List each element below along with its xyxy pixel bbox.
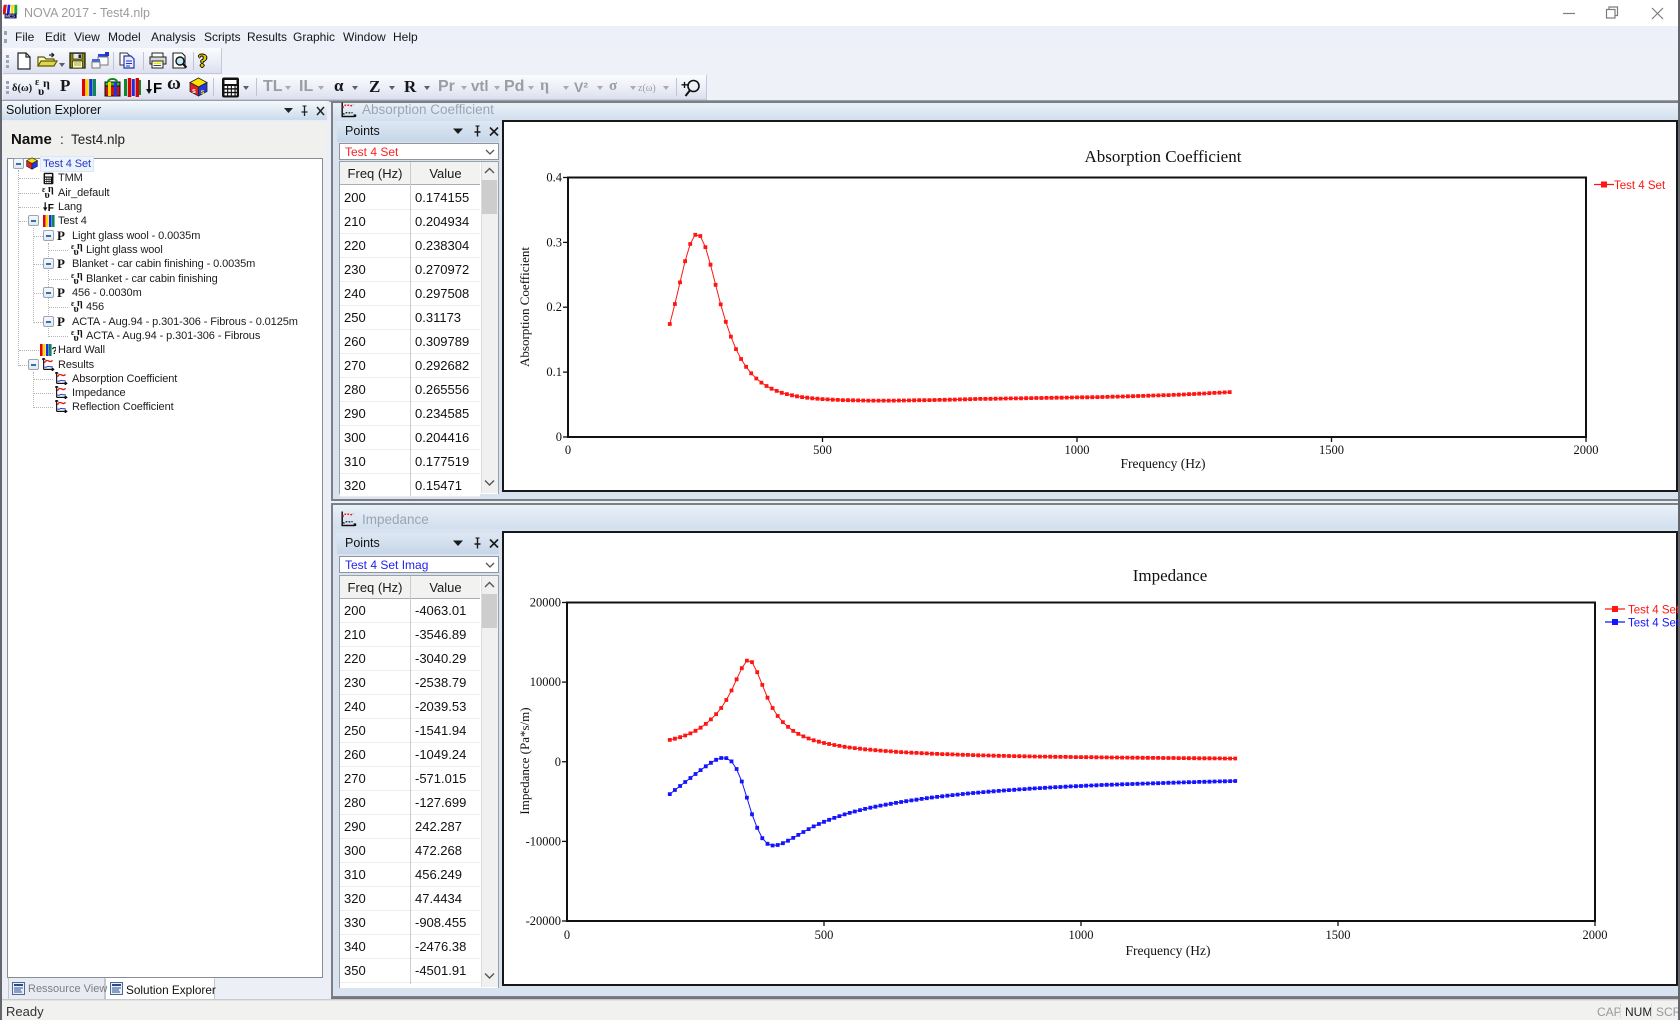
- svg-text:+: +: [681, 78, 688, 92]
- svg-text:s: s: [201, 89, 205, 96]
- svg-text:MES: MES: [5, 14, 15, 19]
- svg-text:500: 500: [813, 443, 832, 457]
- svg-text:-20000: -20000: [526, 914, 561, 928]
- svg-text:0: 0: [565, 443, 571, 457]
- svg-text:Absorption Coefficient: Absorption Coefficient: [517, 247, 532, 367]
- svg-text:Impedance: Impedance: [1133, 566, 1208, 585]
- svg-text:F: F: [48, 203, 54, 213]
- svg-text:Impedance (Pa*s/m): Impedance (Pa*s/m): [517, 707, 532, 814]
- svg-text:0: 0: [556, 430, 562, 444]
- svg-text:Absorption Coefficient: Absorption Coefficient: [1085, 147, 1242, 166]
- svg-text:1000: 1000: [1069, 928, 1094, 942]
- svg-text:1000: 1000: [1065, 443, 1090, 457]
- svg-text:0.1: 0.1: [546, 365, 562, 379]
- svg-text:2000: 2000: [1583, 928, 1608, 942]
- svg-text:500: 500: [815, 928, 834, 942]
- svg-text:Frequency (Hz): Frequency (Hz): [1125, 943, 1210, 958]
- svg-text:0: 0: [564, 928, 570, 942]
- svg-text:10000: 10000: [530, 675, 561, 689]
- svg-text:Test 4 Set: Test 4 Set: [1628, 605, 1678, 617]
- svg-text:Test 4 Set: Test 4 Set: [1614, 180, 1666, 192]
- svg-text:Test 4 Set: Test 4 Set: [1628, 618, 1678, 630]
- svg-text:s: s: [192, 88, 196, 95]
- svg-text:0.2: 0.2: [546, 300, 562, 314]
- svg-text:0.3: 0.3: [546, 235, 562, 249]
- svg-text:Frequency (Hz): Frequency (Hz): [1120, 456, 1205, 471]
- svg-text:F: F: [153, 80, 162, 97]
- svg-text:1500: 1500: [1319, 443, 1344, 457]
- svg-text:2000: 2000: [1574, 443, 1599, 457]
- svg-text:0.4: 0.4: [546, 171, 562, 185]
- svg-text:0: 0: [555, 755, 561, 769]
- svg-text:20000: 20000: [530, 596, 561, 610]
- svg-text:?: ?: [52, 346, 57, 356]
- svg-text:-10000: -10000: [526, 834, 561, 848]
- svg-text:1500: 1500: [1326, 928, 1351, 942]
